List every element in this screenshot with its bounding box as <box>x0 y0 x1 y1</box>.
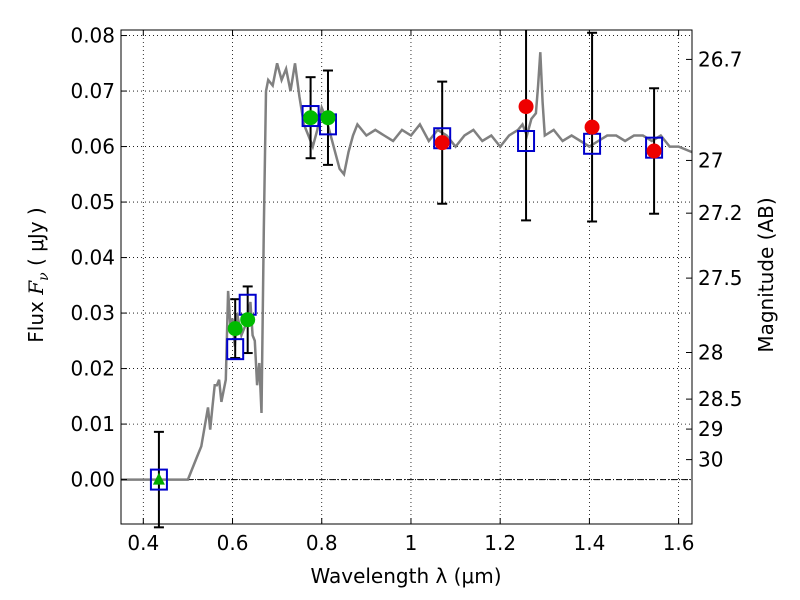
y-tick-label: 0.00 <box>70 468 115 492</box>
y-tick-label: 0.03 <box>70 301 115 325</box>
x-tick-label: 1.4 <box>573 531 605 555</box>
observed-point <box>518 99 534 115</box>
y-axis-label-symbol: F <box>24 280 48 296</box>
magnitude-tick-label: 28 <box>698 340 723 364</box>
magnitude-tick-label: 27 <box>698 148 723 172</box>
magnitude-tick-label: 27.5 <box>698 266 743 290</box>
y-tick-label: 0.06 <box>70 135 115 159</box>
y-axis-label-prefix: Flux <box>24 295 48 343</box>
observed-point <box>240 312 256 328</box>
magnitude-tick-label: 28.5 <box>698 387 743 411</box>
model-box <box>301 105 320 128</box>
observed-point <box>227 321 243 337</box>
x-tick-label: 0.6 <box>217 531 249 555</box>
observed-point <box>646 143 662 159</box>
magnitude-axis: 26.7 27 27.2 27.5 28 28.5 29 30 <box>686 47 743 472</box>
x-tick-label: 0.8 <box>306 531 338 555</box>
sed-model-curve <box>121 52 693 481</box>
magnitude-tick-label: 27.2 <box>698 201 743 225</box>
y-axis: 0.00 0.01 0.02 0.03 0.04 0.05 0.06 0.07 0.08 <box>70 24 127 492</box>
error-bars <box>153 30 660 529</box>
y-tick-label: 0.08 <box>70 24 115 48</box>
y-tick-label: 0.05 <box>70 190 115 214</box>
model-box <box>226 338 245 361</box>
observed-point-triangle <box>152 472 165 485</box>
magnitude-tick-label: 26.7 <box>698 47 743 71</box>
x-tick-label: 0.4 <box>127 531 159 555</box>
y-axis-label: Flux Fν ( μJy ) <box>24 207 52 342</box>
plot-frame <box>120 29 693 525</box>
observed-point <box>303 110 319 126</box>
x-tick-label: 1.2 <box>484 531 516 555</box>
y-axis-label-subscript: ν <box>36 272 52 281</box>
magnitude-tick-label: 30 <box>698 448 723 472</box>
x-tick-label: 1.6 <box>663 531 695 555</box>
y-tick-label: 0.04 <box>70 246 115 270</box>
x-tick-label: 1 <box>405 531 418 555</box>
x-axis: 0.4 0.6 0.8 1 1.2 1.4 1.6 <box>127 30 695 555</box>
magnitude-tick-label: 29 <box>698 417 723 441</box>
model-box <box>149 468 168 491</box>
y-tick-label: 0.02 <box>70 357 115 381</box>
x-axis-label: Wavelength λ (μm) <box>310 564 501 588</box>
magnitude-axis-label: Magnitude (AB) <box>754 197 778 352</box>
observed-point <box>584 119 600 135</box>
model-box <box>517 130 536 153</box>
observed-point <box>320 110 336 126</box>
observed-point <box>434 135 450 151</box>
grid <box>121 30 692 524</box>
y-tick-label: 0.01 <box>70 412 115 436</box>
observed-photometry <box>152 99 662 485</box>
y-axis-label-unit: ( μJy ) <box>24 207 48 272</box>
y-tick-label: 0.07 <box>70 79 115 103</box>
